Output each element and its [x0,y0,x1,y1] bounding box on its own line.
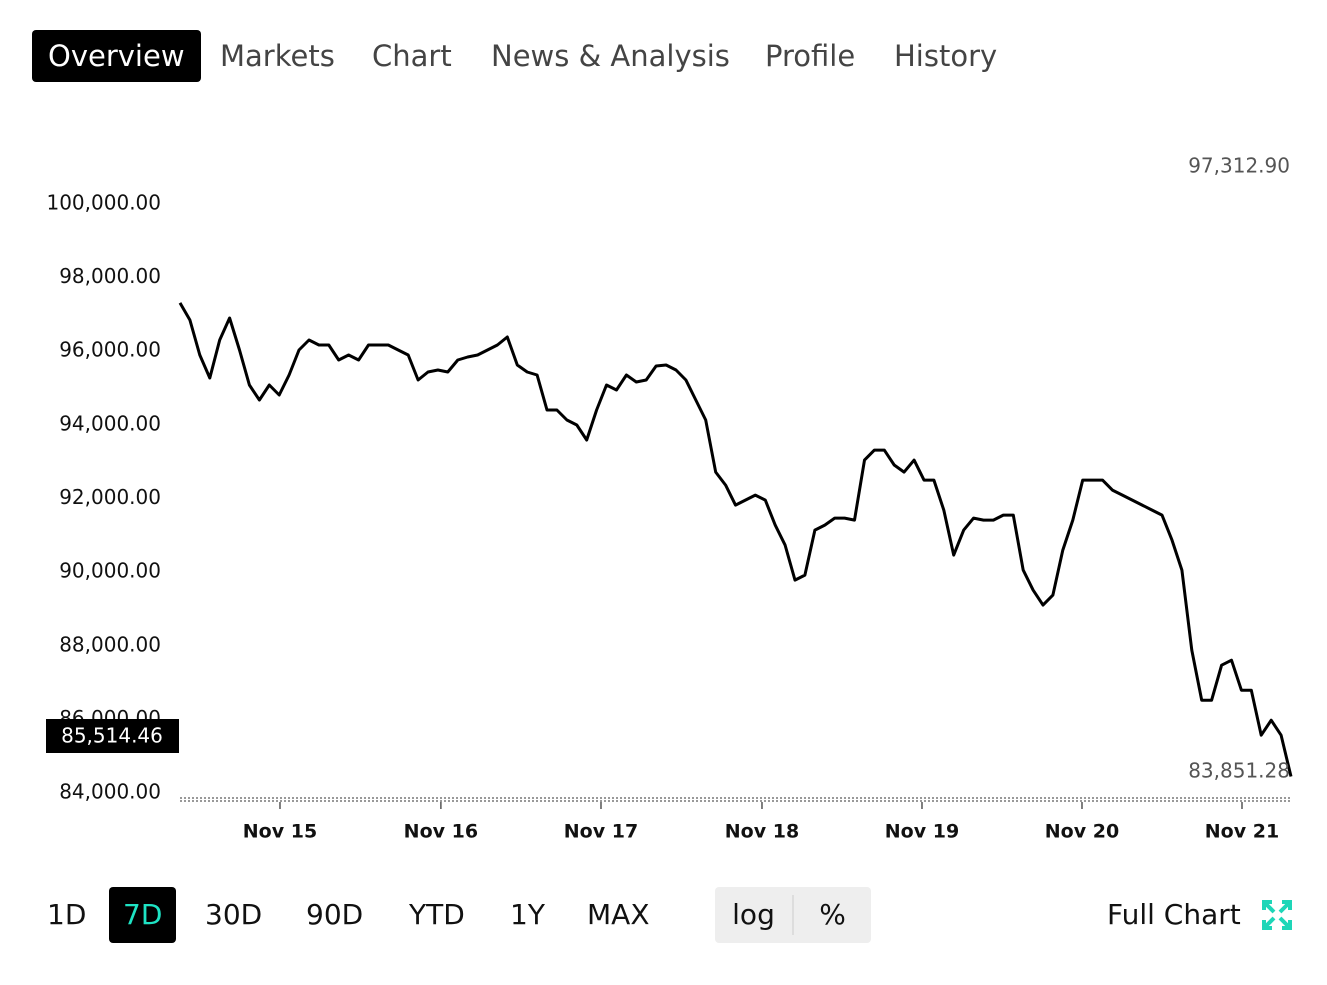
x-tick-label: Nov 19 [885,821,959,843]
tab[interactable]: History [894,39,998,73]
y-tick-label: 88,000.00 [59,632,161,656]
y-tick-label: 98,000.00 [59,264,161,288]
y-tick-label: 96,000.00 [59,338,161,362]
full-chart-button[interactable]: Full Chart [1107,887,1292,943]
tab[interactable]: Profile [765,39,856,73]
tab[interactable]: News & Analysis [491,39,730,73]
expand-icon[interactable] [1262,900,1292,930]
range-button[interactable]: 7D [109,887,177,943]
tab[interactable]: Overview [32,30,201,82]
x-tick-label: Nov 18 [725,821,799,843]
x-tick-label: Nov 15 [243,821,317,843]
y-tick-label: 84,000.00 [59,780,161,804]
x-tick-label: Nov 16 [404,821,478,843]
chart: 84,000.0086,000.0088,000.0090,000.0092,0… [46,154,1293,843]
y-tick-label: 100,000.00 [46,190,161,214]
range-button[interactable]: 1Y [510,898,545,931]
range-button[interactable]: YTD [409,898,465,931]
x-tick-label: Nov 20 [1045,821,1119,843]
last-price-box [46,719,179,753]
last-price-label: 85,514.46 [61,724,163,748]
min-label: 83,851.28 [1188,759,1290,783]
tab[interactable]: Chart [372,39,452,73]
range-button[interactable]: 1D [47,898,87,931]
scale-option[interactable]: % [792,895,871,935]
tab[interactable]: Markets [220,39,335,73]
max-label: 97,312.90 [1188,154,1290,178]
range-button[interactable]: 90D [306,898,364,931]
range-button[interactable]: MAX [587,898,650,931]
price-line [178,302,1293,777]
range-button[interactable]: 30D [205,898,263,931]
y-tick-label: 92,000.00 [59,485,161,509]
full-chart-label[interactable]: Full Chart [1107,898,1241,931]
y-tick-label: 94,000.00 [59,411,161,435]
scale-toggle: log% [715,887,871,943]
y-tick-label: 90,000.00 [59,559,161,583]
x-tick-label: Nov 21 [1205,821,1279,843]
scale-option[interactable]: log [732,898,775,931]
x-tick-label: Nov 17 [564,821,638,843]
